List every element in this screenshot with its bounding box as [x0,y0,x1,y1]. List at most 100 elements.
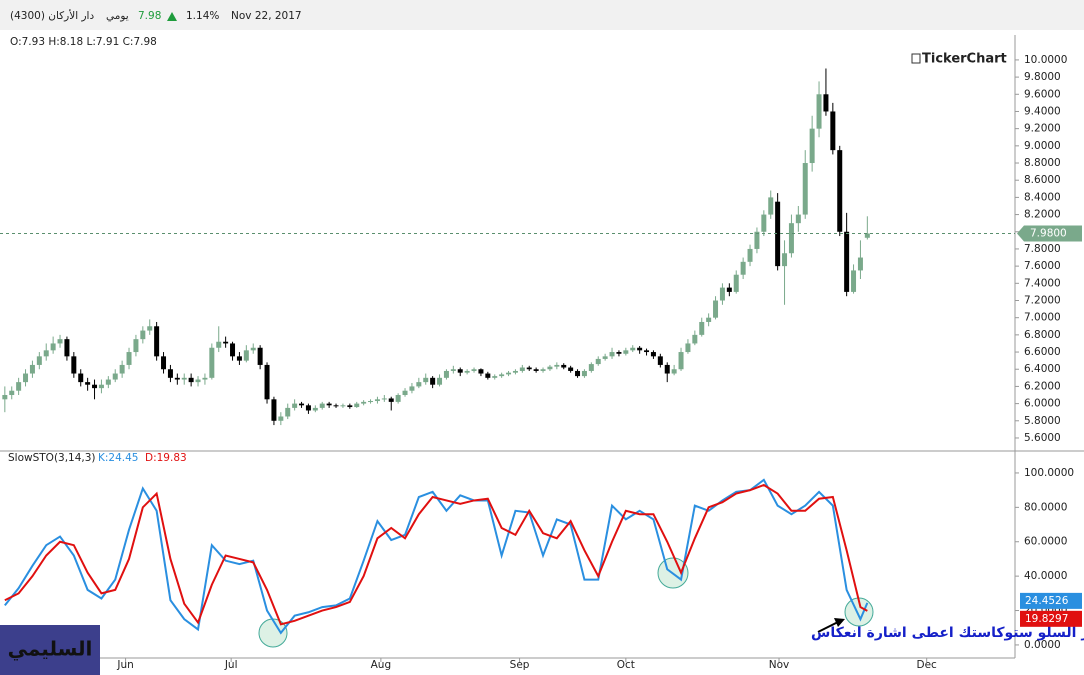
candle-body [257,347,263,365]
y-tick-label: 7.8000 [1024,243,1061,255]
candle-body [430,377,436,385]
candle-body [299,403,305,406]
candle-body [23,373,29,383]
y-tick-label: 60.0000 [1024,536,1067,548]
candle-body [823,94,829,112]
x-tick-label: Jun [116,659,133,671]
candle-body [864,233,870,238]
candle-body [319,403,325,408]
candle-body [216,341,222,348]
candle-body [526,367,532,370]
annotation: مؤشر السلو ستوكاستك اعطى اشارة انعكاس [811,625,1084,641]
candle-body [368,401,374,403]
value-label: 24.4526 [1025,595,1069,607]
y-tick-label: 6.0000 [1024,398,1061,410]
value-box [1020,610,1082,627]
candle-body [719,287,725,301]
candle-body [775,201,781,267]
logo-icon [911,53,921,64]
candle-body [167,369,173,378]
candle-body [243,350,249,361]
y-tick-label: 8.6000 [1024,174,1061,186]
watermark: السليمي [8,637,93,662]
y-tick-label: 6.6000 [1024,346,1061,358]
last-price-label: 7.9800 [1030,227,1067,239]
date: Nov 22, 2017 [231,10,302,22]
stoch-line [4,483,868,626]
candle-body [443,370,449,378]
symbol-name: (4300) دار الأركان [10,9,94,22]
change: 1.14% [186,10,219,22]
candle-body [78,373,84,383]
watermark-box [0,625,100,675]
candle-body [471,369,477,371]
candle-body [133,339,139,353]
candle-body [119,364,125,374]
y-tick-label: 6.4000 [1024,363,1061,375]
y-tick-label: 80.0000 [1024,501,1067,513]
ohlc-text: O:7.93 H:8.18 L:7.91 C:7.98 [10,36,157,48]
candle-body [71,356,77,374]
candle-body [554,364,560,367]
candle-body [650,352,656,357]
candle-body [381,398,387,400]
candle-body [809,128,815,164]
candle-body [733,274,739,292]
candle-body [402,390,408,396]
candle-body [671,369,677,374]
x-tick-label: Dec [917,659,938,671]
candle-body [602,356,608,359]
candle-body [416,382,422,387]
candle-body [740,261,746,275]
candle-body [457,369,463,373]
candle-body [250,347,256,351]
candle-body [747,248,753,262]
candle-body [761,214,767,232]
candle-body [692,334,698,344]
y-tick-label: 10.0000 [1024,54,1067,66]
candle-body [492,376,498,378]
candle-body [519,367,525,371]
candle-body [278,416,284,421]
candle-body [616,352,622,354]
candle-body [568,367,574,371]
candle-body [57,339,63,344]
x-tick-label: Sep [510,659,530,671]
candle-body [230,343,236,357]
indicator-title: SlowSTO(3,14,3) [8,452,96,464]
candle-body [678,352,684,370]
candle-body [305,405,311,411]
brand: TickerChart [922,52,1007,67]
candle-body [782,253,788,267]
candle-body [830,111,836,151]
candle-body [271,399,277,421]
candle-body [644,350,650,353]
candle-body [588,364,594,371]
candle-body [540,369,546,371]
candle-body [409,386,415,391]
candle-body [92,384,98,389]
y-tick-label: 8.4000 [1024,191,1061,203]
candle-body [609,352,615,357]
candle-body [195,379,201,383]
candle-body [312,407,318,411]
candle-body [450,369,456,371]
candle-body [209,347,215,378]
candle-body [575,370,581,377]
y-tick-label: 8.8000 [1024,157,1061,169]
candle-body [506,372,512,375]
y-tick-label: 0.0000 [1024,639,1061,651]
stoch-line [4,478,869,635]
candle-body [223,341,229,344]
candle-body [154,326,160,357]
y-tick-label: 40.0000 [1024,570,1067,582]
candle-body [816,94,822,129]
x-tick-label: Aug [371,659,392,671]
candle-body [657,356,663,365]
candle-body [340,405,346,407]
candle-body [768,197,774,215]
y-tick-label: 5.6000 [1024,432,1061,444]
candle-body [837,150,843,232]
candle-body [36,356,42,365]
